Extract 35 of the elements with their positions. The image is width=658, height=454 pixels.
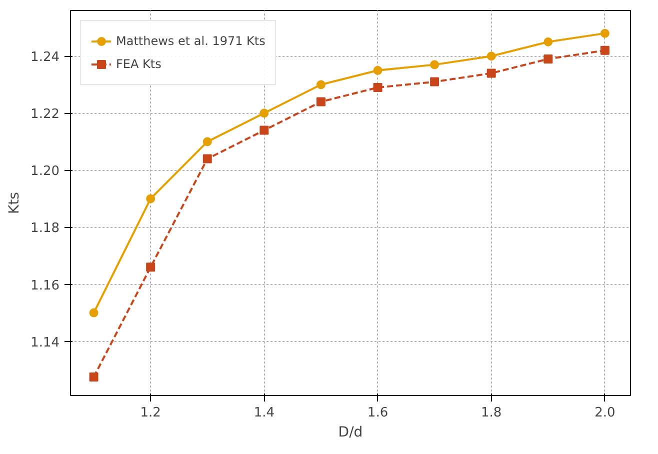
point: [202, 154, 212, 164]
x-tick-label: 1.8: [481, 406, 502, 420]
y-tick-label: 1.22: [30, 107, 60, 122]
point: [486, 68, 496, 78]
point: [373, 66, 382, 75]
point: [600, 46, 610, 55]
point: [430, 60, 440, 70]
legend-label: FEA Kts: [116, 57, 162, 71]
point: [89, 308, 98, 318]
point: [146, 262, 156, 272]
x-axis-title: D/d: [338, 424, 363, 440]
point: [486, 52, 496, 61]
x-tick-label: 1.6: [367, 406, 388, 420]
point: [89, 372, 98, 382]
y-tick-label: 1.18: [30, 221, 60, 236]
point: [373, 83, 382, 92]
point: [600, 28, 610, 38]
point: [316, 80, 326, 90]
y-tick-label: 1.24: [30, 50, 60, 66]
point: [202, 137, 212, 146]
point: [260, 126, 269, 135]
point: [430, 77, 440, 86]
x-tick-label: 2.0: [594, 406, 616, 420]
point: [260, 108, 269, 118]
x-tick-label: 1.2: [140, 406, 161, 420]
y-tick-label: 1.14: [30, 335, 60, 350]
legend-label: Matthews et al. 1971 Kts: [116, 34, 266, 48]
x-tick-label: 1.4: [254, 406, 275, 420]
y-tick-label: 1.20: [30, 164, 60, 180]
point: [544, 54, 553, 64]
point: [544, 37, 553, 46]
point: [146, 194, 156, 204]
y-axis-title: Kts: [6, 192, 23, 214]
point: [316, 97, 326, 106]
y-tick-label: 1.16: [30, 278, 60, 294]
